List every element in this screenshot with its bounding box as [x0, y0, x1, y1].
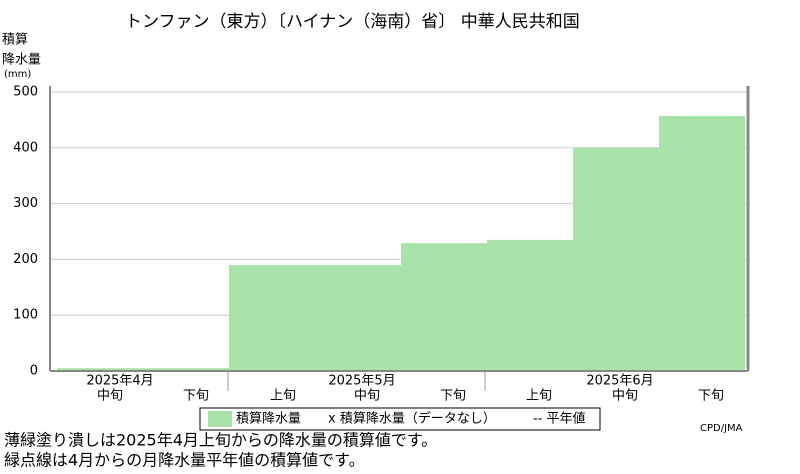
y-tick-label: 200 — [13, 252, 38, 267]
bar — [143, 368, 229, 371]
bar — [487, 239, 573, 371]
month-label: 2025年6月 — [586, 374, 653, 389]
note: 薄緑塗り潰しは2025年4月上旬からの降水量の積算値です。 — [4, 431, 437, 450]
y-tick-label: 300 — [13, 196, 38, 211]
bar — [57, 368, 143, 371]
legend-entry: x 積算降水量（データなし） — [328, 411, 496, 427]
note: 緑点線は4月からの月降水量平年値の積算値です。 — [4, 451, 365, 470]
x-tick-label: 下旬 — [183, 389, 209, 404]
x-tick-label: 上旬 — [526, 389, 552, 404]
legend-swatch — [208, 411, 232, 427]
month-label: 2025年4月 — [86, 374, 153, 389]
y-axis-label: 積算 — [2, 33, 28, 48]
x-tick-label: 中旬 — [97, 389, 123, 404]
x-tick-label: 上旬 — [270, 389, 296, 404]
bar — [573, 147, 659, 371]
chart-title: トンファン（東方）〔ハイナン（海南）省〕 中華人民共和国 — [125, 12, 580, 32]
bar — [229, 264, 315, 371]
bar — [315, 264, 401, 371]
y-tick-label: 500 — [13, 85, 38, 100]
bar — [659, 115, 745, 371]
y-tick-label: 100 — [13, 308, 38, 323]
x-tick-label: 下旬 — [440, 389, 466, 404]
month-label: 2025年5月 — [328, 374, 395, 389]
y-tick-label: 400 — [13, 140, 38, 155]
x-tick-label: 下旬 — [698, 389, 724, 404]
x-tick-label: 中旬 — [354, 389, 380, 404]
y-axis-label: 降水量 — [2, 53, 41, 68]
legend-box — [199, 407, 601, 431]
y-axis-label: (mm) — [4, 69, 31, 80]
credit: CPD/JMA — [700, 423, 743, 434]
legend-entry: -- 平年値 — [533, 411, 586, 427]
x-tick-label: 中旬 — [612, 389, 638, 404]
legend-entry: 積算降水量 — [236, 412, 301, 427]
bar — [401, 243, 487, 371]
y-tick-label: 0 — [30, 364, 38, 379]
